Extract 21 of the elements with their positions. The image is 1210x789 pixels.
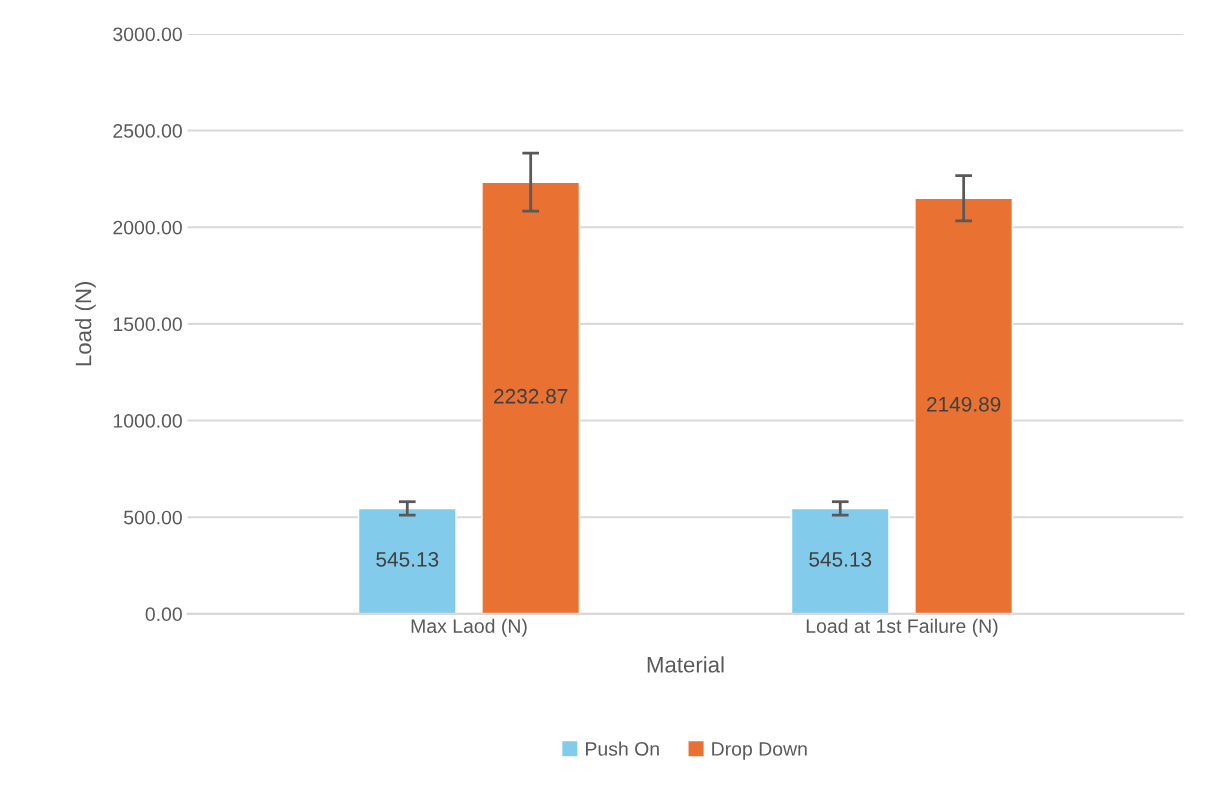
legend-label: Drop Down — [712, 742, 807, 760]
data-label: 545.13 — [809, 551, 872, 567]
y-tick-label: 1500.00 — [113, 317, 182, 332]
data-label: 2232.87 — [494, 388, 568, 404]
x-tick-label: Max Laod (N) — [411, 618, 527, 637]
y-tick-label: 1000.00 — [113, 414, 182, 428]
y-tick-label: 2000.00 — [113, 220, 182, 235]
x-tick-label: Load at 1st Failure (N) — [806, 618, 998, 637]
y-tick-label: 2500.00 — [113, 124, 182, 138]
bar — [357, 507, 457, 614]
bar — [481, 181, 581, 614]
y-tick-label: 3000.00 — [113, 27, 182, 42]
bar — [914, 197, 1014, 614]
data-label: 545.13 — [376, 551, 439, 567]
x-axis-title: Material — [647, 656, 724, 673]
y-tick-label: 500.00 — [124, 510, 182, 525]
legend-label: Push On — [586, 741, 659, 756]
bar — [790, 507, 890, 614]
y-tick-label: 0.00 — [145, 607, 182, 622]
y-axis-title: Load (N) — [75, 282, 96, 366]
data-label: 2149.89 — [927, 396, 1001, 412]
